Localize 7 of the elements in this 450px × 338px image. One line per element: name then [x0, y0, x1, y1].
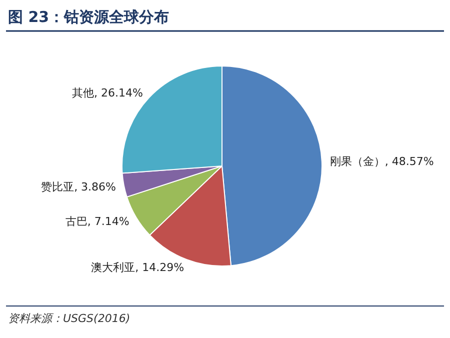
chart-title: 图 23：钴资源全球分布 — [8, 8, 170, 26]
slice-label: 古巴, 7.14% — [65, 215, 130, 228]
slice-label: 澳大利亚, 14.29% — [91, 260, 184, 274]
slice-label: 赞比亚, 3.86% — [41, 180, 116, 194]
slice-label: 刚果（金）, 48.57% — [330, 155, 434, 168]
slice-label: 其他, 26.14% — [72, 86, 143, 100]
text: 资料来源：USGS(2016) — [8, 312, 130, 325]
